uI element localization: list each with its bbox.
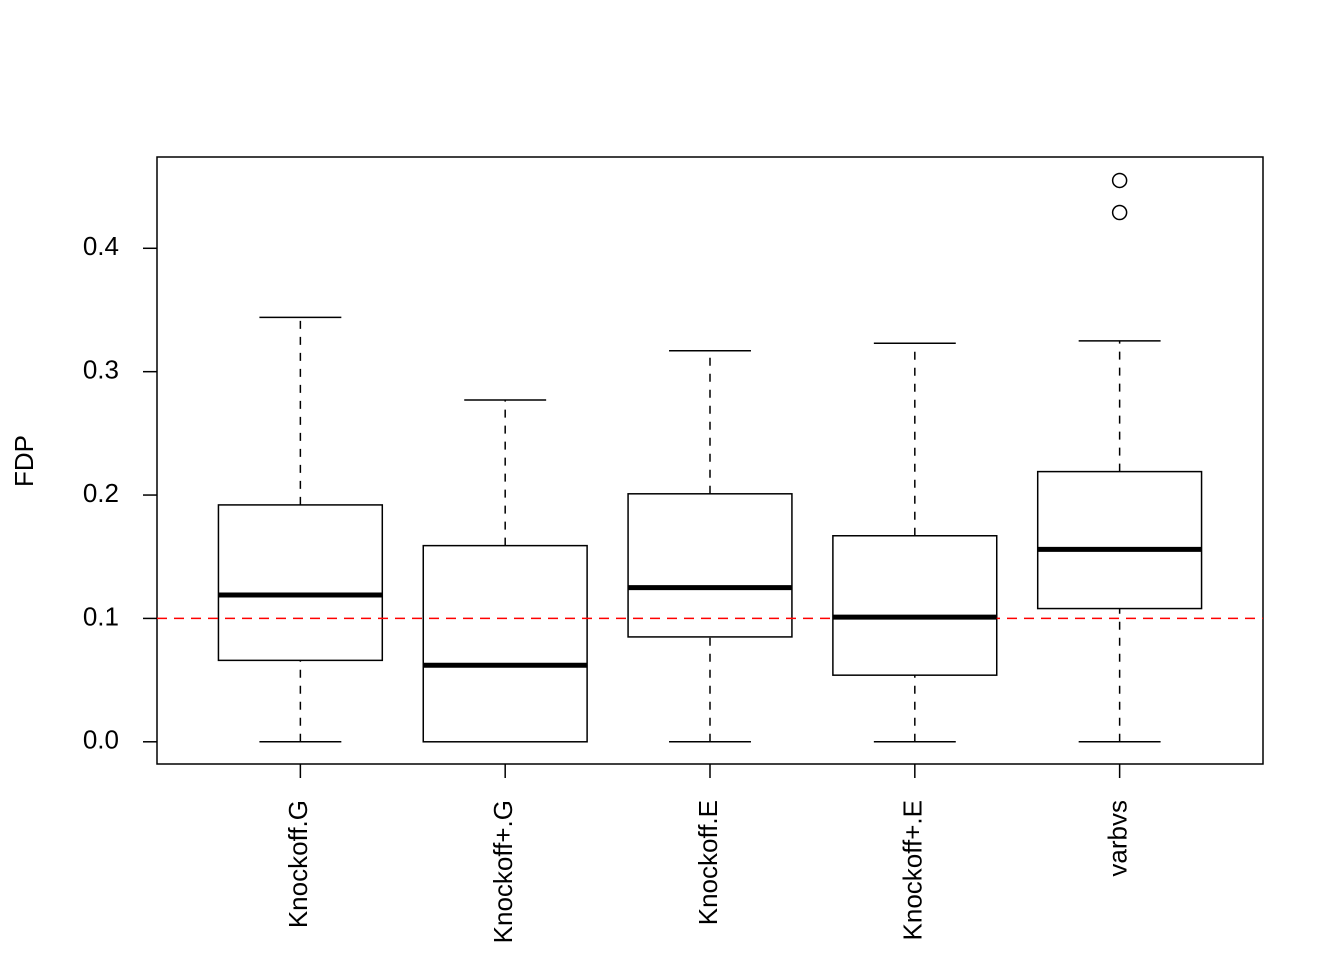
x-tick-label: Knockoff+.E [898, 800, 928, 940]
y-tick-label: 0.4 [83, 231, 119, 261]
box [217, 504, 384, 662]
box [422, 544, 588, 743]
x-tick-label: varbvs [1103, 800, 1133, 877]
y-tick-label: 0.2 [83, 478, 119, 508]
x-tick-label: Knockoff+.G [488, 800, 518, 943]
box [832, 535, 998, 676]
box [1036, 470, 1203, 610]
x-tick-label: Knockoff.E [693, 800, 723, 925]
outlier [1111, 204, 1128, 221]
y-tick-label: 0.1 [83, 601, 119, 631]
box [627, 493, 793, 638]
outlier [1111, 172, 1128, 189]
y-tick-label: 0.3 [83, 355, 119, 385]
y-axis-label: FDP [9, 435, 39, 487]
x-tick-label: Knockoff.G [283, 800, 313, 928]
y-tick-label: 0.0 [83, 725, 119, 755]
